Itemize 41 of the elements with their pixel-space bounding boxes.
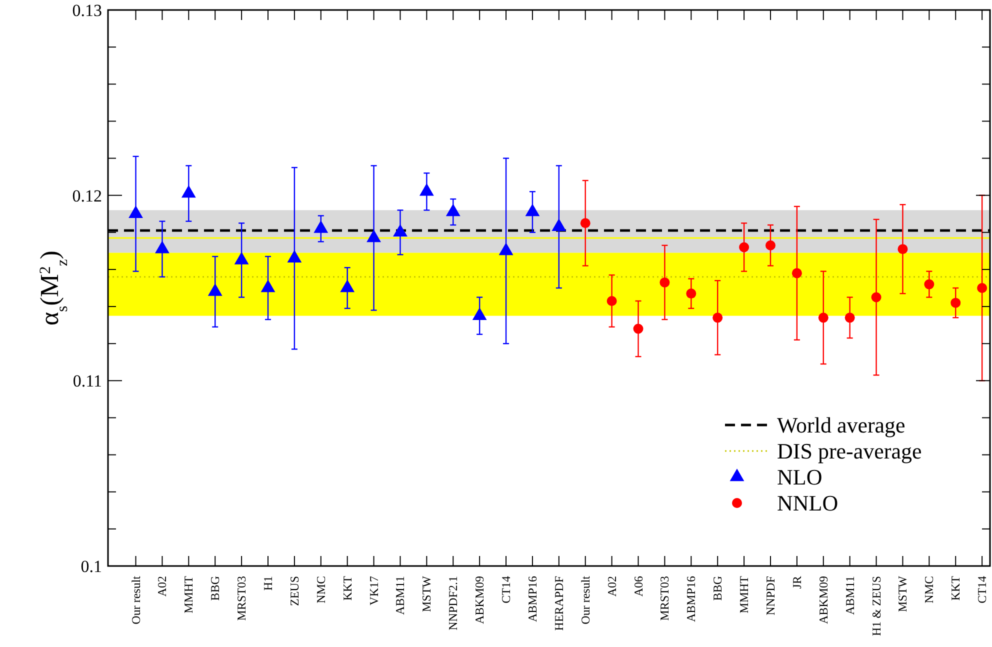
- x-tick-label: CT14: [499, 576, 514, 604]
- x-tick-label: Our result: [578, 575, 592, 624]
- x-tick-label: ABMP16: [684, 576, 698, 622]
- x-tick-label: ABM11: [393, 576, 408, 615]
- y-tick-label: 0.13: [72, 0, 102, 20]
- x-tick-label: MSTW: [896, 575, 910, 612]
- x-tick-label: KKT: [948, 575, 963, 601]
- y-tick-label: 0.12: [72, 186, 102, 206]
- y-tick-label: 0.1: [80, 556, 102, 576]
- legend-label: DIS pre-average: [777, 438, 922, 464]
- legend-label: World average: [777, 412, 906, 438]
- x-tick-label: ABKM09: [472, 576, 487, 624]
- x-tick-label: A06: [631, 576, 646, 597]
- x-tick-label: ABKM09: [816, 576, 830, 624]
- legend-label: NLO: [777, 464, 822, 490]
- x-tick-label: MRST03: [234, 576, 249, 621]
- x-tick-label: BBG: [208, 576, 222, 601]
- x-tick-label: ABM11: [842, 576, 857, 615]
- y-tick-label: 0.11: [72, 372, 102, 391]
- x-tick-label: NMC: [922, 576, 936, 604]
- x-tick-label: ABMP16: [525, 576, 540, 622]
- x-tick-label: CT14: [975, 576, 990, 604]
- x-tick-label: A02: [604, 576, 619, 597]
- x-tick-label: Our result: [128, 575, 143, 624]
- x-tick-label: H1: [261, 576, 276, 591]
- x-tick-label: MSTW: [420, 575, 434, 612]
- x-tick-label: NMC: [314, 576, 328, 604]
- x-tick-label: NNPDF: [763, 576, 778, 616]
- x-tick-label: ZEUS: [287, 576, 302, 606]
- legend-label: NNLO: [777, 490, 838, 516]
- x-tick-label: A02: [155, 576, 170, 597]
- x-tick-label: H1 & ZEUS: [869, 576, 884, 636]
- x-tick-label: MMHT: [737, 575, 752, 614]
- x-tick-label: JR: [790, 576, 804, 589]
- x-tick-label: MRST03: [658, 576, 672, 621]
- x-tick-label: BBG: [710, 576, 725, 601]
- x-tick-label: KKT: [340, 575, 354, 601]
- x-tick-label: VK17: [366, 576, 381, 606]
- x-tick-label: NNPDF2.1: [446, 576, 460, 630]
- x-tick-label: HERAPDF: [552, 576, 566, 631]
- x-tick-label: MMHT: [182, 575, 196, 614]
